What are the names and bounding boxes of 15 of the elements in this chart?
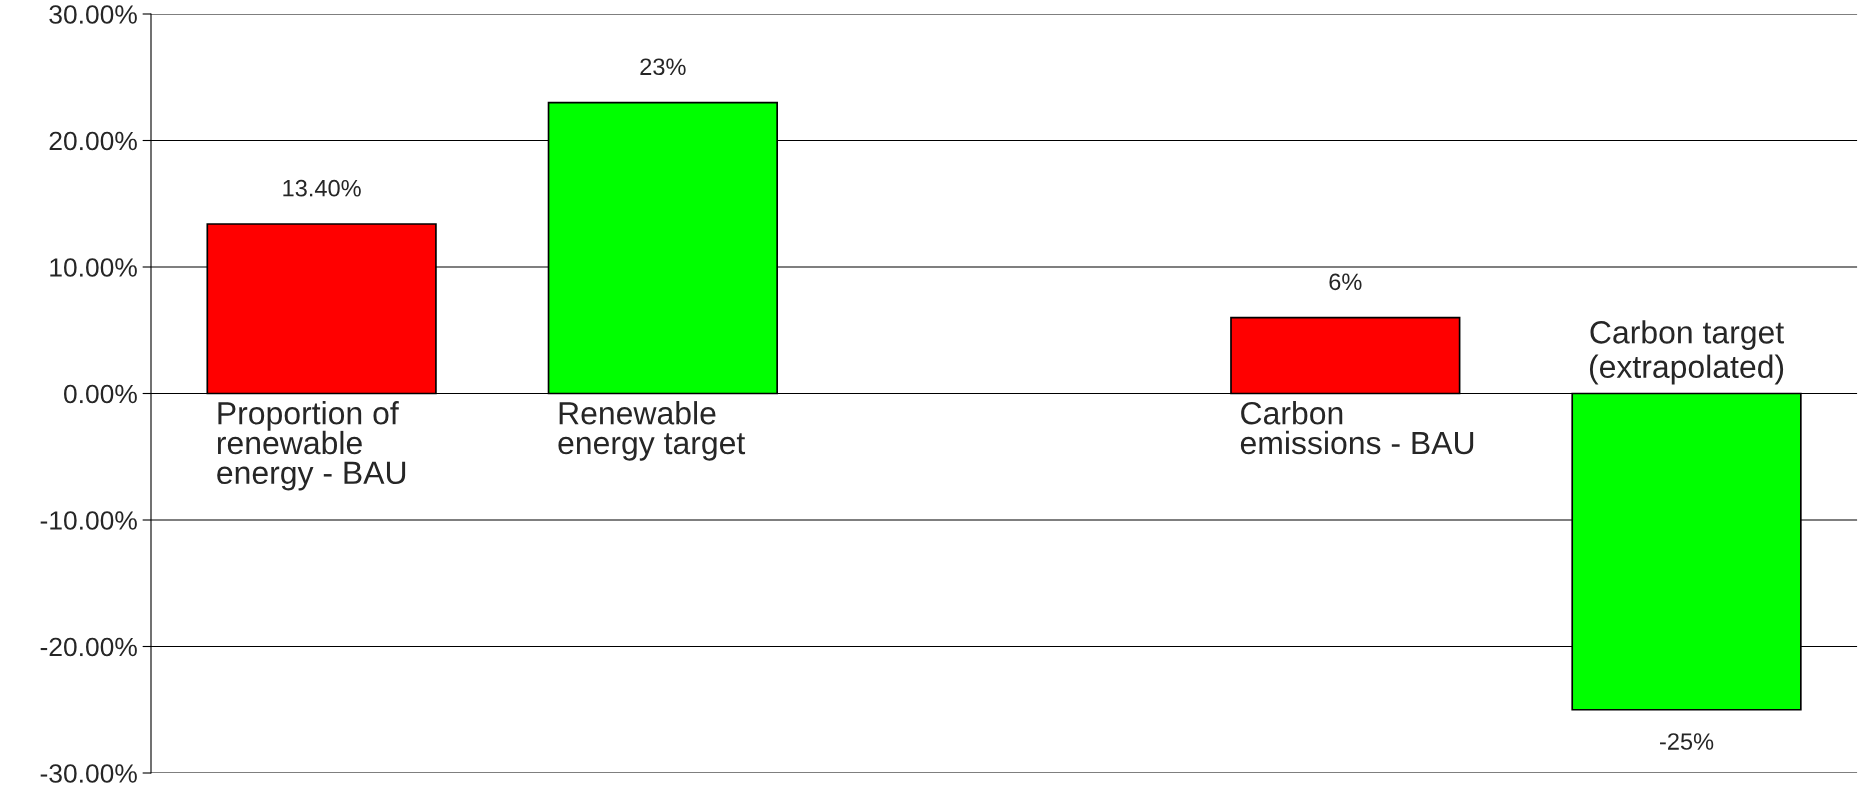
data-label: 6% <box>1329 273 1362 291</box>
x-tick-label: Renewable energy target <box>558 401 746 461</box>
data-label: 23% <box>640 58 686 76</box>
y-tick-label: 20.00% <box>49 131 137 151</box>
data-label: 13.40% <box>283 179 361 197</box>
y-tick-label: 0.00% <box>64 384 137 404</box>
y-tick-label: 10.00% <box>50 258 137 277</box>
y-tick-label: -20.00% <box>40 637 137 657</box>
y-tick-label: 30.00% <box>49 5 137 24</box>
x-tick-label: Carbon emissions - BAU <box>1240 401 1474 455</box>
x-tick-label: Proportion of renewable energy - BAU <box>217 401 406 491</box>
x-tick-label: Carbon target (extrapolated) <box>1589 320 1784 385</box>
y-tick-label: -10.00% <box>40 511 137 530</box>
data-label: -25% <box>1660 733 1714 750</box>
y-tick-label: -30.00% <box>40 764 137 783</box>
